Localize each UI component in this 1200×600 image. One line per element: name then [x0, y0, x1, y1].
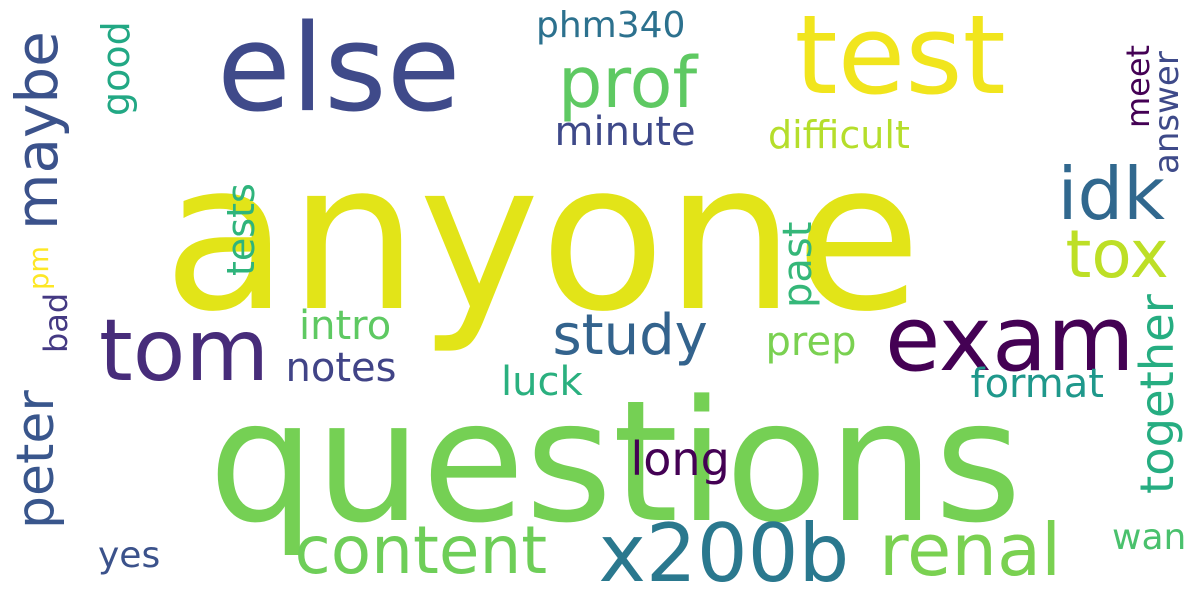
word-x200b: x200b — [598, 507, 850, 600]
word-questions: questions — [208, 364, 1022, 560]
word-content: content — [294, 512, 548, 589]
word-else: else — [217, 0, 461, 139]
word-idk: idk — [1057, 152, 1165, 236]
word-minute: minute — [554, 109, 696, 155]
word-phm340: phm340 — [536, 5, 686, 46]
word-luck: luck — [501, 359, 583, 405]
word-test: test — [794, 0, 1006, 119]
word-bad: bad — [37, 292, 75, 353]
word-prep: prep — [765, 319, 857, 365]
word-format: format — [970, 361, 1104, 407]
word-peter: peter — [6, 389, 66, 529]
word-study: study — [552, 303, 708, 368]
word-long: long — [630, 432, 730, 486]
word-tests: tests — [219, 182, 263, 276]
word-anyone: anyone — [163, 119, 922, 357]
word-tox: tox — [1065, 216, 1169, 293]
word-maybe: maybe — [3, 30, 71, 230]
word-tom: tom — [99, 301, 270, 401]
word-wan: wan — [1112, 517, 1187, 558]
word-intro: intro — [299, 303, 392, 349]
word-notes: notes — [285, 345, 397, 391]
word-exam: exam — [885, 288, 1135, 392]
word-good: good — [94, 20, 138, 116]
word-renal: renal — [879, 508, 1062, 592]
word-yes: yes — [98, 535, 161, 576]
word-past: past — [775, 221, 821, 308]
word-pm: pm — [23, 246, 55, 290]
word-difficult: difficult — [768, 113, 910, 157]
word-prof: prof — [558, 42, 698, 124]
word-answer: answer — [1147, 50, 1187, 174]
word-together: together — [1130, 294, 1184, 494]
